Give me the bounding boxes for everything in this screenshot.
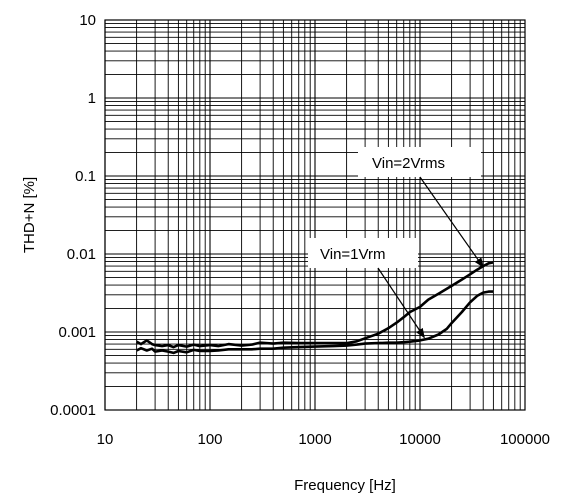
x-tick-label: 100000 bbox=[500, 431, 550, 448]
y-tick-label: 0.001 bbox=[58, 324, 96, 341]
series-line-1 bbox=[135, 261, 494, 349]
y-axis-label: THD+N [%] bbox=[21, 177, 38, 253]
y-tick-label: 0.1 bbox=[75, 168, 96, 185]
x-tick-label: 100 bbox=[197, 431, 222, 448]
series-layer bbox=[135, 261, 494, 355]
grid bbox=[104, 20, 525, 411]
x-tick-label: 10000 bbox=[399, 431, 441, 448]
annotation-arrow bbox=[377, 267, 425, 339]
annotations: Vin=2Vrms Vin=1Vrm bbox=[308, 147, 484, 339]
x-tick-label: 1000 bbox=[298, 431, 331, 448]
y-tick-label: 0.01 bbox=[67, 246, 96, 263]
x-tick-label: 10 bbox=[97, 431, 114, 448]
annotation-label: Vin=2Vrms bbox=[372, 155, 445, 172]
y-tick-label: 0.0001 bbox=[50, 402, 96, 419]
plot-frame bbox=[104, 19, 526, 411]
annotation-box bbox=[358, 147, 481, 177]
x-axis-label: Frequency [Hz] bbox=[294, 477, 396, 494]
y-tick-labels: 10 1 0.1 0.01 0.001 0.0001 bbox=[50, 12, 96, 419]
y-tick-label: 10 bbox=[79, 12, 96, 29]
annotation-label: Vin=1Vrm bbox=[320, 246, 385, 263]
x-tick-labels: 10 100 1000 10000 100000 bbox=[97, 431, 550, 448]
y-tick-label: 1 bbox=[88, 90, 96, 107]
series-line-2 bbox=[135, 290, 494, 355]
annotation-arrow bbox=[419, 176, 484, 268]
annotation-box bbox=[308, 238, 418, 268]
